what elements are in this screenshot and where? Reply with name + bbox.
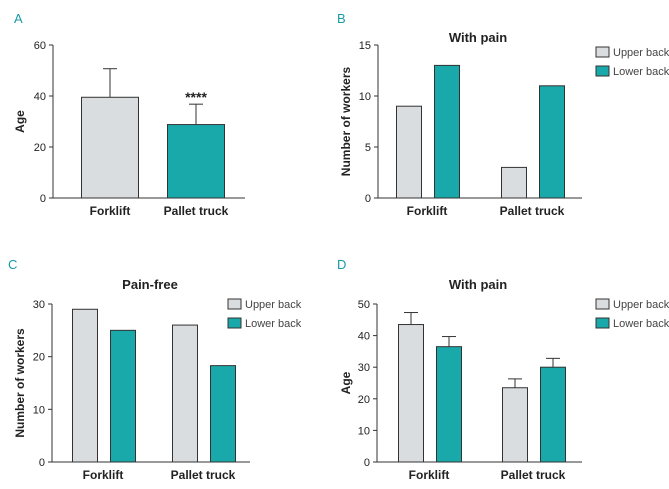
bar — [81, 96, 139, 199]
y-tick-label: 0 — [365, 193, 371, 205]
x-category-label: Pallet truck — [501, 468, 566, 482]
panel-letter: B — [337, 11, 346, 26]
y-tick-label: 40 — [358, 331, 370, 343]
y-tick-label: 0 — [40, 193, 46, 205]
chart-title: Pain-free — [122, 277, 178, 292]
y-tick-label: 0 — [364, 457, 370, 469]
y-tick-label: 30 — [33, 299, 45, 311]
bar — [398, 324, 424, 463]
bar — [110, 329, 136, 463]
y-tick-label: 40 — [34, 91, 46, 103]
x-category-label: Pallet truck — [171, 468, 236, 482]
y-tick-label: 20 — [358, 394, 370, 406]
y-tick-label: 60 — [34, 40, 46, 52]
x-category-label: Forklift — [409, 468, 450, 482]
y-tick-label: 15 — [359, 40, 371, 52]
bar — [539, 85, 565, 199]
legend-swatch — [227, 317, 242, 329]
x-category-label: Forklift — [407, 204, 448, 218]
panel-letter: A — [14, 11, 23, 26]
y-axis-label: Number of workers — [13, 328, 27, 438]
bar — [540, 366, 566, 463]
chart-panel-b: B With pain 0 5 10 15 Number of workers Forklif… — [337, 11, 669, 218]
legend-label: Lower back — [613, 318, 669, 330]
x-category-label: Pallet truck — [164, 204, 229, 218]
bar — [436, 346, 462, 463]
y-tick-label: 0 — [39, 457, 45, 469]
legend-label: Lower back — [613, 66, 669, 78]
y-axis-label: Age — [13, 110, 27, 133]
y-tick-label: 50 — [358, 299, 370, 311]
bar — [72, 308, 98, 463]
legend-swatch — [227, 298, 242, 310]
chart-panel-a: A 0 20 40 60 Age Forklift Pallet truck **** — [13, 11, 245, 218]
legend-swatch — [595, 317, 610, 329]
bar — [501, 166, 527, 199]
x-category-label: Forklift — [90, 204, 131, 218]
y-axis-label: Number of workers — [339, 66, 353, 176]
panel-letter: D — [337, 257, 346, 272]
legend-label: Lower back — [245, 318, 302, 330]
bar — [396, 105, 422, 199]
bar — [434, 64, 460, 199]
panel-letter: C — [8, 257, 17, 272]
chart-panel-c: C Pain-free 0 10 20 30 Number of workers Forkli… — [8, 257, 302, 482]
bar — [502, 387, 528, 463]
bar — [210, 365, 236, 463]
y-tick-label: 10 — [358, 425, 370, 437]
significance-marker: **** — [185, 89, 207, 105]
y-tick-label: 5 — [365, 142, 371, 154]
y-tick-label: 10 — [359, 91, 371, 103]
legend-label: Upper back — [613, 47, 669, 59]
chart-panel-d: D With pain 0 10 20 30 40 50 Age Forklift Pallet t… — [337, 257, 669, 482]
bar — [172, 324, 198, 463]
y-tick-label: 10 — [33, 404, 45, 416]
x-category-label: Pallet truck — [500, 204, 565, 218]
x-category-label: Forklift — [83, 468, 124, 482]
y-tick-label: 20 — [34, 142, 46, 154]
chart-title: With pain — [449, 30, 507, 45]
y-axis-label: Age — [339, 371, 353, 394]
legend-swatch — [595, 46, 610, 58]
chart-title: With pain — [449, 277, 507, 292]
y-tick-label: 20 — [33, 352, 45, 364]
legend-swatch — [595, 298, 610, 310]
legend-label: Upper back — [245, 299, 302, 311]
y-tick-label: 30 — [358, 362, 370, 374]
bar — [167, 124, 225, 199]
legend-label: Upper back — [613, 299, 669, 311]
legend-swatch — [595, 65, 610, 77]
